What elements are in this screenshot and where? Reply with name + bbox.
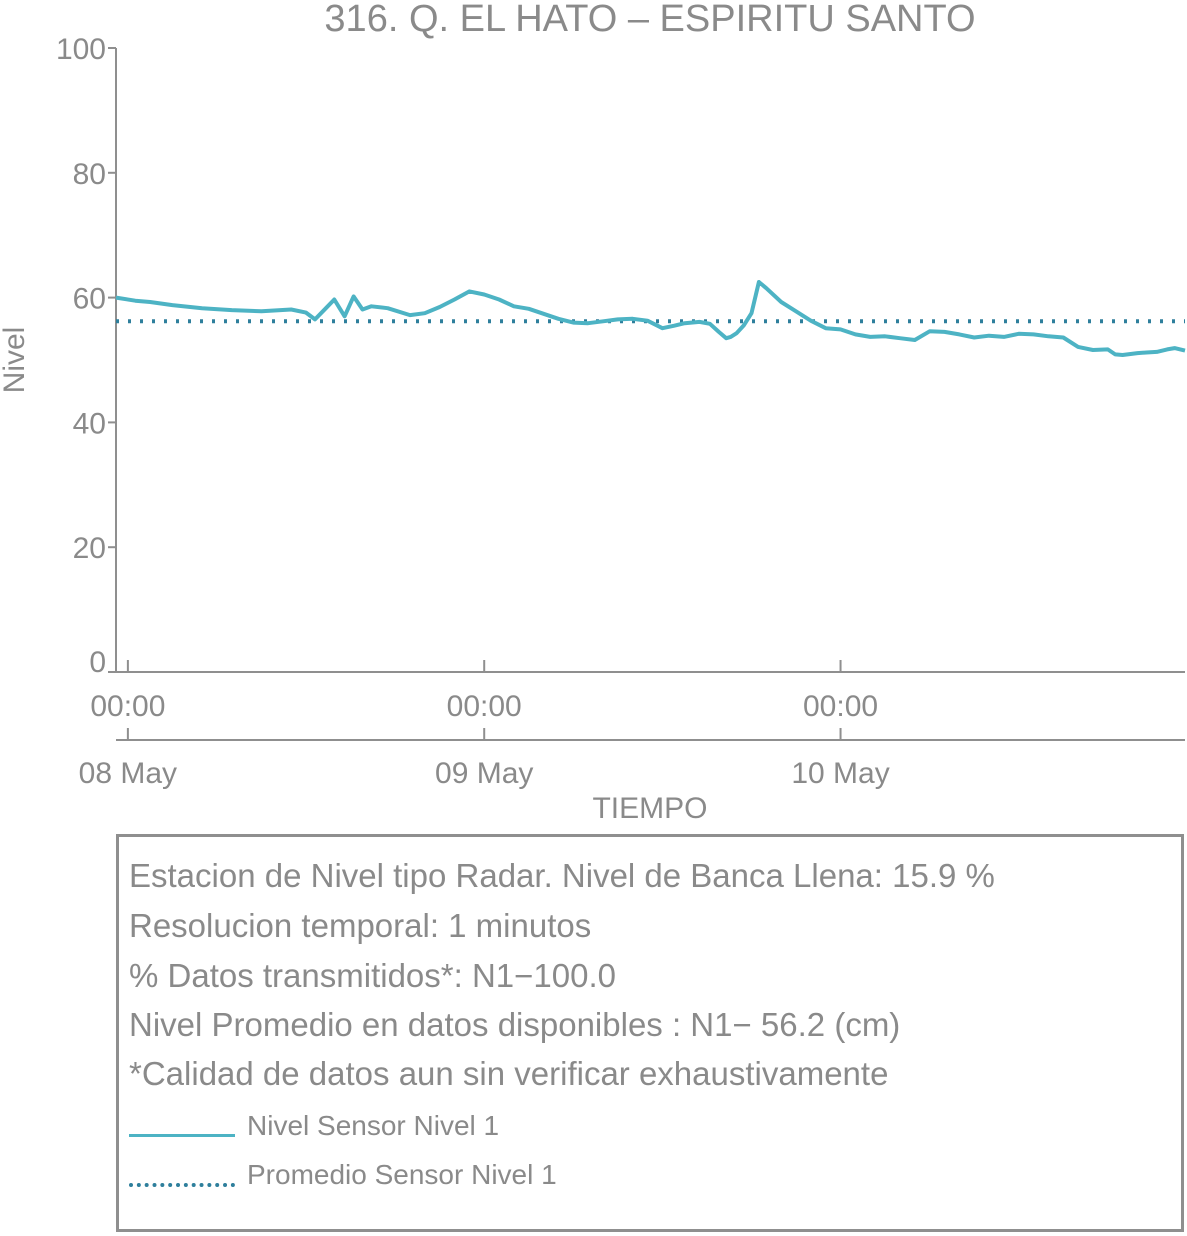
date-tick-label: 10 May xyxy=(791,757,889,790)
note-quality: *Calidad de datos aun sin verificar exha… xyxy=(129,1055,889,1092)
note-transmitted: % Datos transmitidos*: N1−100.0 xyxy=(129,957,616,994)
level-series-line xyxy=(115,280,1186,357)
note-resolution: Resolucion temporal: 1 minutos xyxy=(129,907,592,944)
legend-mean-swatch xyxy=(129,1183,235,1187)
note-mean-level: Nivel Promedio en datos disponibles : N1… xyxy=(129,1006,901,1043)
legend-level-label: Nivel Sensor Nivel 1 xyxy=(247,1110,500,1141)
date-tick-label: 09 May xyxy=(435,757,533,790)
chart-title: 316. Q. EL HATO – ESPIRITU SANTO xyxy=(324,0,975,40)
x-tick-label: 00:00 xyxy=(803,690,878,723)
legend-mean-label: Promedio Sensor Nivel 1 xyxy=(247,1159,557,1190)
x-tick-label: 00:00 xyxy=(447,690,522,723)
legend-level-swatch xyxy=(129,1134,235,1137)
series-layer xyxy=(115,280,1186,357)
y-tick-label: 0 xyxy=(89,646,106,679)
y-axis-label: Nivel xyxy=(0,327,31,394)
y-tick-label: 100 xyxy=(56,33,106,66)
note-station-type: Estacion de Nivel tipo Radar. Nivel de B… xyxy=(129,857,995,894)
y-ticks: 0 20 40 60 80 100 xyxy=(56,33,116,679)
x-axis-label: TIEMPO xyxy=(592,792,707,825)
date-tick-label: 08 May xyxy=(79,757,177,790)
y-tick-label: 40 xyxy=(73,407,106,440)
y-tick-label: 20 xyxy=(73,532,106,565)
y-tick-label: 60 xyxy=(73,283,106,316)
info-legend-box: Estacion de Nivel tipo Radar. Nivel de B… xyxy=(116,834,1184,1232)
x-tick-label: 00:00 xyxy=(90,690,165,723)
x-ticks: 00:00 08 May 00:00 09 May 00:00 10 May xyxy=(79,660,890,790)
level-chart: 316. Q. EL HATO – ESPIRITU SANTO Nivel T… xyxy=(0,0,1186,825)
y-tick-label: 80 xyxy=(73,158,106,191)
